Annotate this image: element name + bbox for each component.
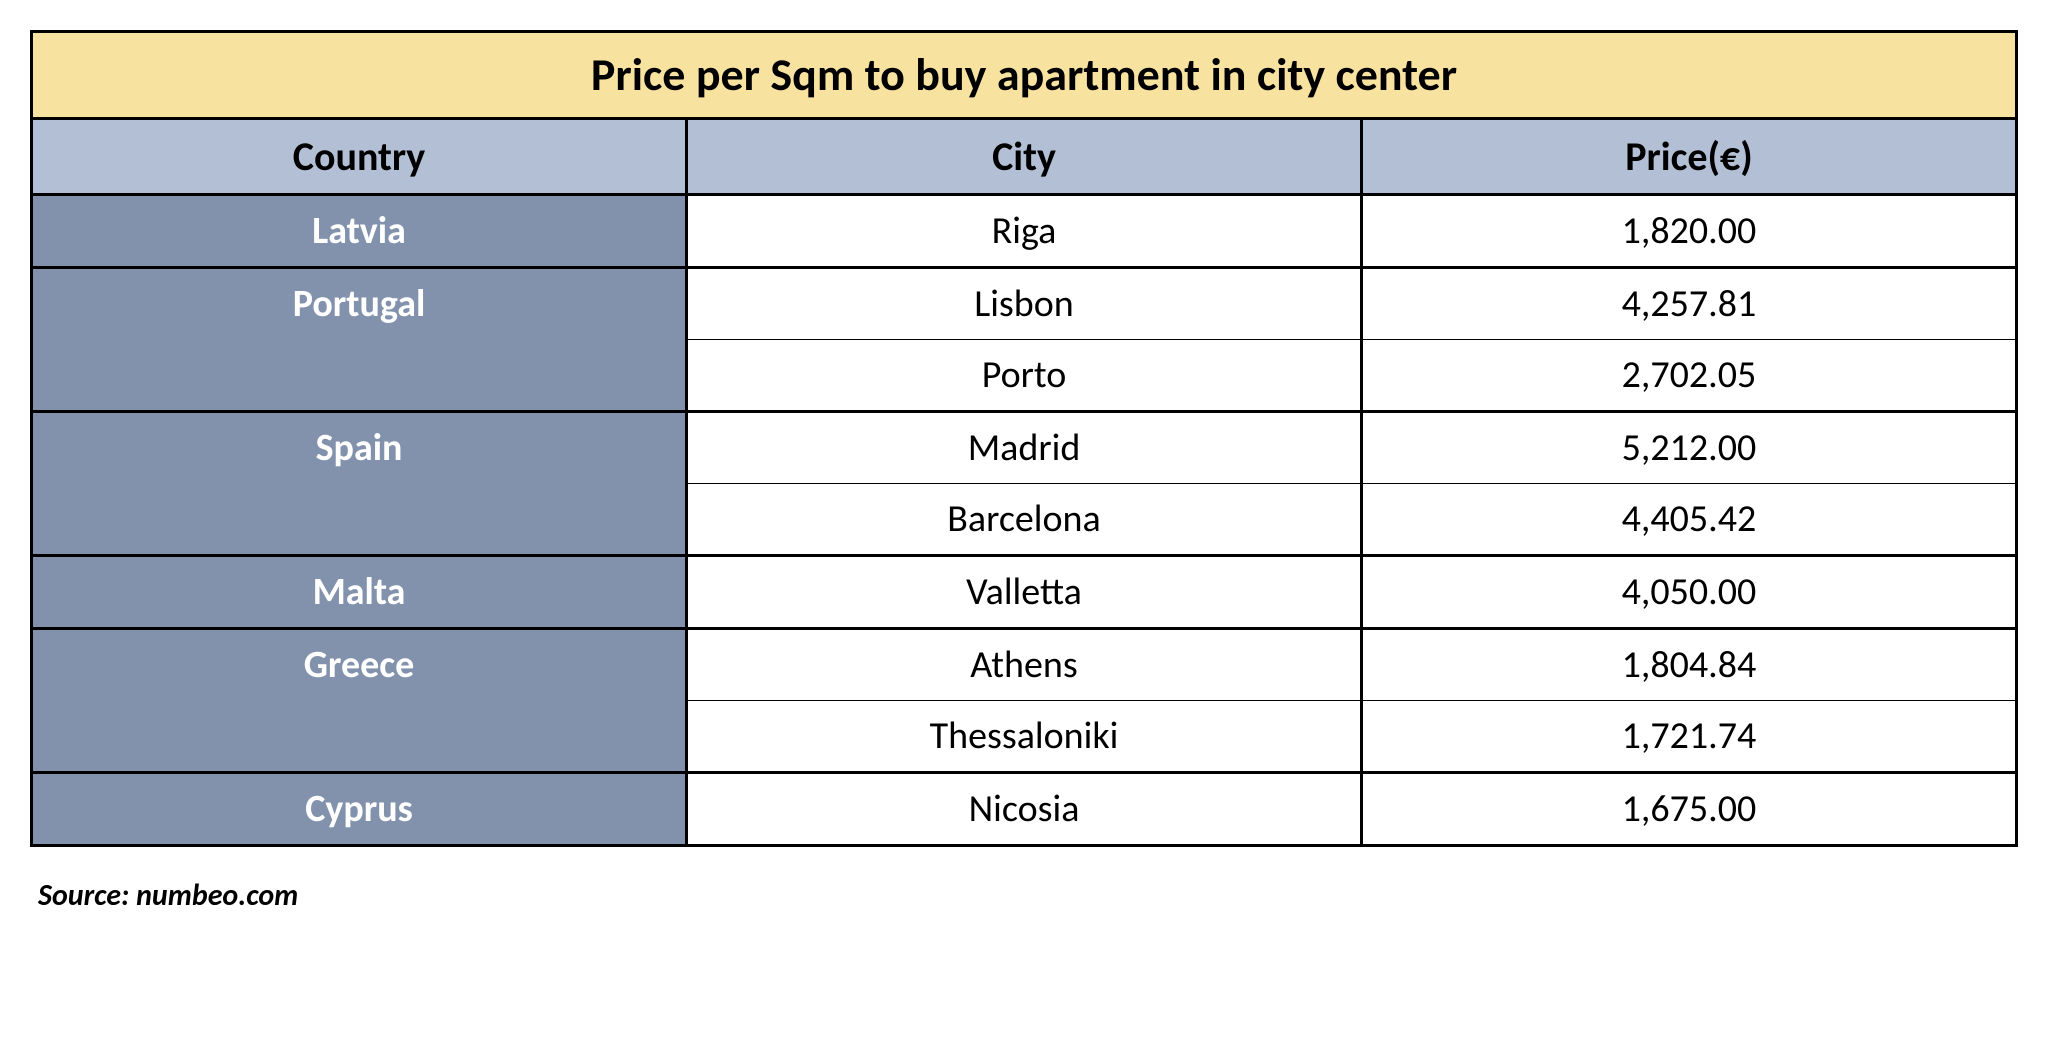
country-cell: Malta	[32, 556, 687, 629]
price-cell: 2,702.05	[1361, 340, 2016, 412]
city-cell: Madrid	[687, 412, 1362, 484]
country-cell: Portugal	[32, 268, 687, 412]
city-cell: Porto	[687, 340, 1362, 412]
table-row: PortugalLisbon4,257.81	[32, 268, 2017, 340]
price-cell: 5,212.00	[1361, 412, 2016, 484]
source-label: Source: numbeo.com	[30, 877, 2018, 914]
table-row: CyprusNicosia1,675.00	[32, 773, 2017, 846]
table-row: LatviaRiga1,820.00	[32, 195, 2017, 268]
column-header-price: Price(€)	[1361, 119, 2016, 195]
price-cell: 4,405.42	[1361, 484, 2016, 556]
column-header-city: City	[687, 119, 1362, 195]
price-cell: 1,820.00	[1361, 195, 2016, 268]
price-table: Price per Sqm to buy apartment in city c…	[30, 30, 2018, 847]
country-cell: Cyprus	[32, 773, 687, 846]
city-cell: Nicosia	[687, 773, 1362, 846]
city-cell: Riga	[687, 195, 1362, 268]
city-cell: Athens	[687, 629, 1362, 701]
price-cell: 1,675.00	[1361, 773, 2016, 846]
price-cell: 1,804.84	[1361, 629, 2016, 701]
country-cell: Greece	[32, 629, 687, 773]
table-title: Price per Sqm to buy apartment in city c…	[32, 32, 2017, 119]
price-cell: 4,257.81	[1361, 268, 2016, 340]
price-cell: 4,050.00	[1361, 556, 2016, 629]
table-row: MaltaValletta4,050.00	[32, 556, 2017, 629]
table-row: GreeceAthens1,804.84	[32, 629, 2017, 701]
city-cell: Thessaloniki	[687, 701, 1362, 773]
city-cell: Valletta	[687, 556, 1362, 629]
column-header-country: Country	[32, 119, 687, 195]
city-cell: Barcelona	[687, 484, 1362, 556]
table-row: SpainMadrid5,212.00	[32, 412, 2017, 484]
city-cell: Lisbon	[687, 268, 1362, 340]
country-cell: Latvia	[32, 195, 687, 268]
country-cell: Spain	[32, 412, 687, 556]
price-cell: 1,721.74	[1361, 701, 2016, 773]
